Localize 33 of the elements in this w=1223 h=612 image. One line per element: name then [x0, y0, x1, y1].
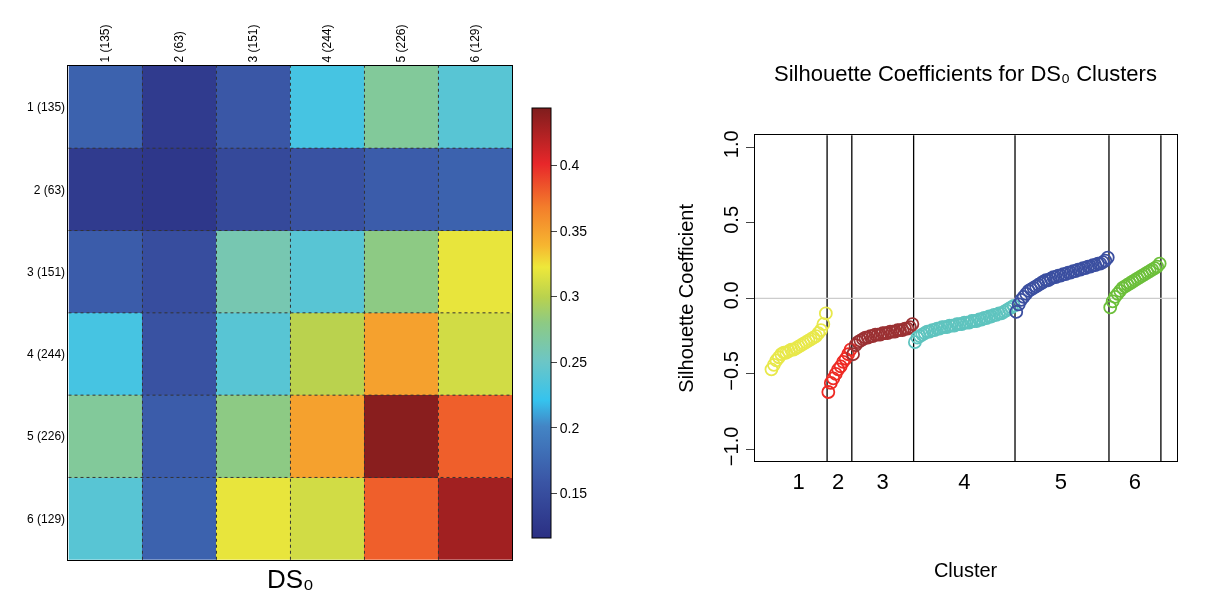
y-axis-title: Silhouette Coefficient — [675, 203, 698, 393]
x-tick-label: 1 (135) — [98, 24, 113, 63]
x-tick-label: 5 (226) — [394, 24, 409, 63]
x-tick-label: 4 (244) — [320, 24, 335, 63]
y-tick-label: 6 (129) — [27, 511, 66, 526]
color-bar-label: 0.25 — [559, 354, 588, 371]
y-tick-label: 1 (135) — [27, 100, 66, 115]
color-bar-label: 0.35 — [559, 222, 588, 239]
x-tick-label: 4 — [958, 468, 971, 494]
color-bar-label: 0.4 — [559, 157, 580, 174]
x-axis-title: DS₀ — [267, 564, 314, 594]
y-tick-label: −0.5 — [719, 351, 742, 391]
x-tick-label: 2 (63) — [172, 31, 187, 63]
x-tick-label: 3 (151) — [246, 24, 261, 63]
y-tick-label: 2 (63) — [33, 182, 66, 197]
color-bar-label: 0.3 — [559, 288, 580, 305]
x-tick-label: 2 — [832, 468, 845, 494]
y-tick-label: 4 (244) — [27, 347, 66, 362]
y-tick-label: 0.0 — [719, 281, 742, 310]
x-tick-label: 6 — [1128, 468, 1142, 494]
x-tick-label: 6 (129) — [468, 24, 483, 63]
x-tick-label: 5 — [1054, 468, 1067, 494]
color-bar-label: 0.15 — [559, 485, 588, 502]
x-axis-title: Cluster — [933, 559, 998, 582]
x-tick-label: 3 — [876, 468, 889, 494]
y-tick-label: 3 (151) — [27, 264, 66, 279]
y-tick-label: −1.0 — [719, 426, 742, 467]
chart-title: Silhouette Coefficients for DS₀ Clusters — [774, 61, 1157, 86]
y-tick-label: 5 (226) — [27, 429, 66, 444]
y-tick-label: 1.0 — [719, 130, 742, 159]
x-tick-label: 1 — [792, 468, 805, 494]
color-bar-label: 0.2 — [559, 419, 580, 436]
y-tick-label: 0.5 — [719, 205, 742, 234]
